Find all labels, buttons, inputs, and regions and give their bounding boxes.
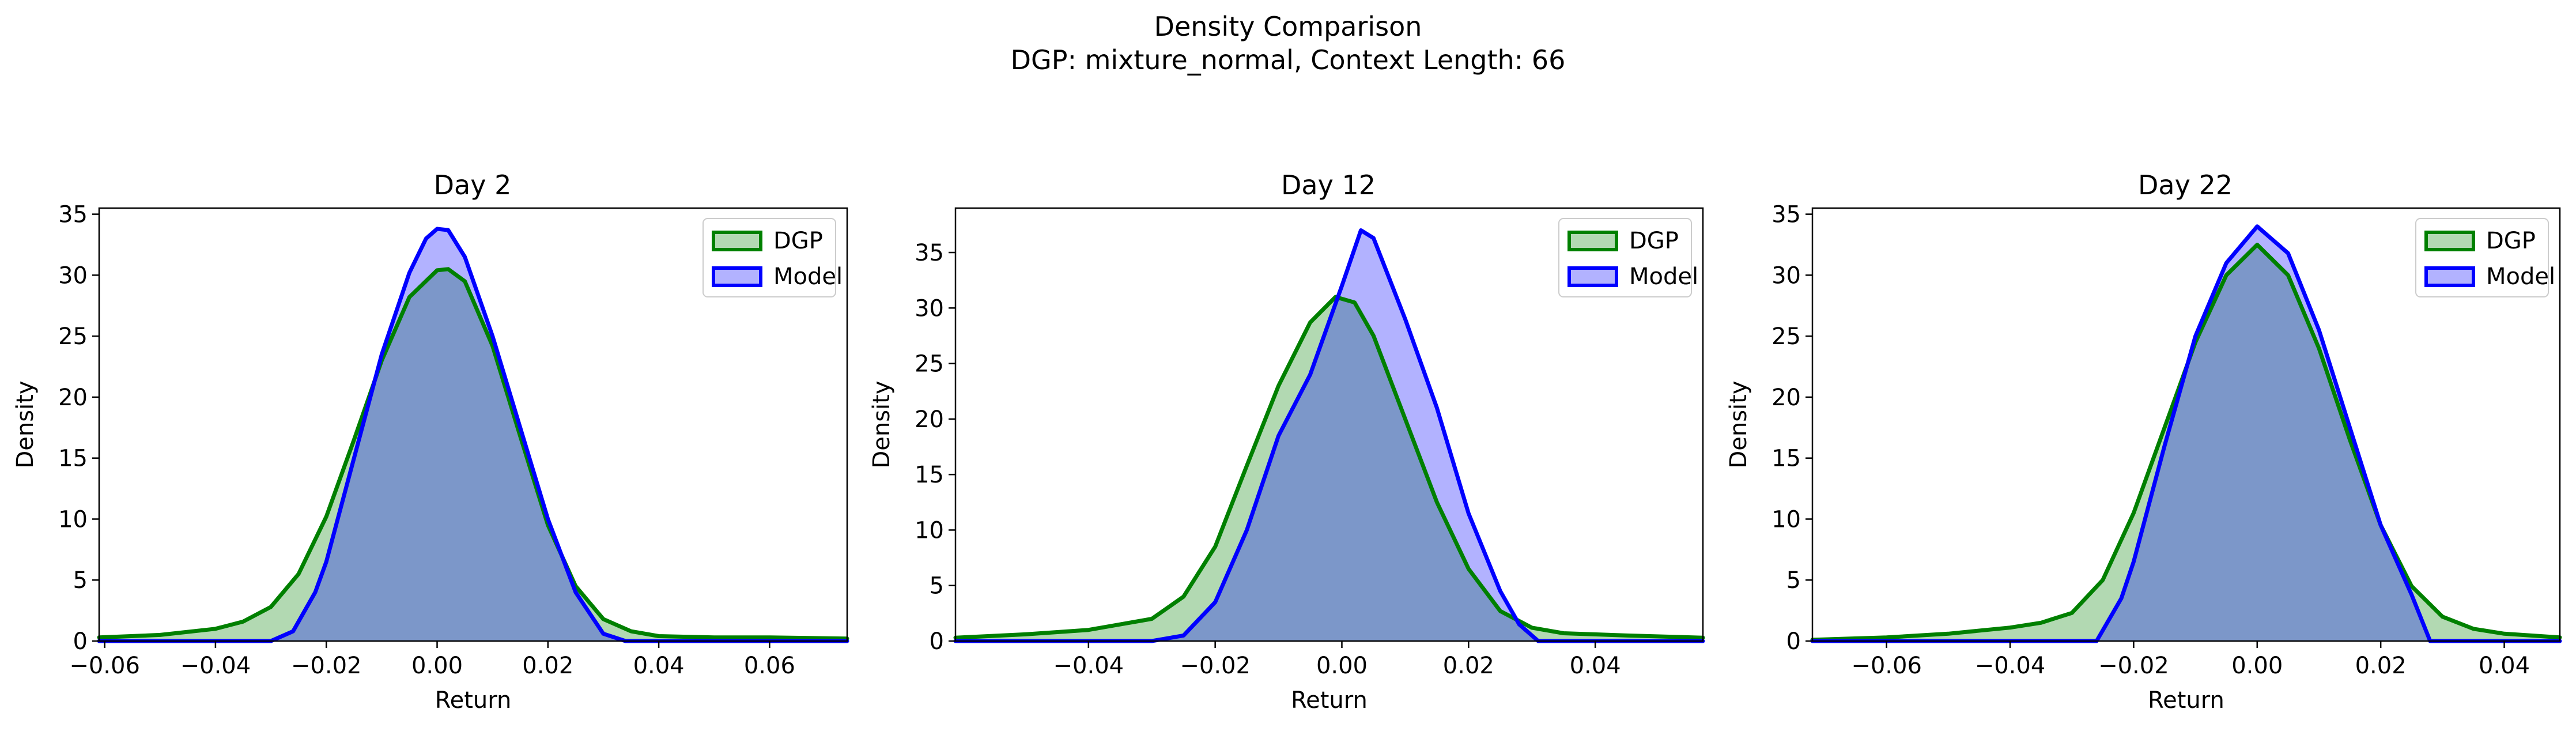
x-tick-label: −0.02 <box>291 653 362 679</box>
subplot-day-22: Day 22 −0.06 −0.04 −0.02 0.00 0.02 0.04 0 5 10 15… <box>1725 169 2562 714</box>
y-tick-label: 20 <box>58 385 88 411</box>
x-tick-label: −0.06 <box>1851 653 1922 679</box>
series-area-dgp <box>1812 244 2560 641</box>
x-tick-label: 0.02 <box>522 653 573 679</box>
x-axis-label: Return <box>435 687 512 714</box>
legend-swatch-dgp <box>2424 231 2475 251</box>
y-tick-label: 30 <box>1772 262 1801 289</box>
y-tick-label: 25 <box>58 323 88 350</box>
legend-label-model: Model <box>2486 263 2555 290</box>
y-tick-label: 20 <box>1772 385 1801 411</box>
x-tick-label: −0.04 <box>1053 653 1124 679</box>
axes-frame <box>1811 207 2561 642</box>
series-line-model <box>953 228 1705 643</box>
y-tick-label: 0 <box>1786 628 1801 655</box>
subplot-title: Day 22 <box>2138 169 2233 201</box>
x-tick-label: −0.02 <box>2098 653 2169 679</box>
series-area-dgp <box>955 297 1703 641</box>
subplot-title: Day 12 <box>1281 169 1376 201</box>
x-tick-label: −0.04 <box>1975 653 2046 679</box>
x-tick-label: 0.04 <box>633 653 685 679</box>
legend-label-dgp: DGP <box>1629 228 1679 254</box>
y-tick-label: 0 <box>73 628 88 655</box>
legend-box <box>702 218 836 297</box>
y-axis-label: Density <box>868 380 895 468</box>
x-tick-label: 0.06 <box>744 653 795 679</box>
legend-swatch-model <box>1567 266 1618 287</box>
x-tick-label: 0.04 <box>1570 653 1621 679</box>
y-tick-label: 15 <box>58 446 88 472</box>
series-line-dgp <box>953 295 1705 640</box>
y-tick-label: 15 <box>1772 446 1801 472</box>
x-tick-label: 0.02 <box>2355 653 2407 679</box>
plot-area: −0.04 −0.02 0.00 0.02 0.04 0 5 10 15 20 25 30 35 Retu… <box>868 207 1705 714</box>
legend-swatch-dgp <box>1567 231 1618 251</box>
x-tick-label: −0.04 <box>180 653 251 679</box>
x-tick-label: −0.06 <box>69 653 140 679</box>
y-axis-label: Density <box>1725 380 1752 468</box>
y-tick-label: 30 <box>58 262 88 289</box>
axes-frame <box>98 207 848 642</box>
y-tick-label: 10 <box>1772 506 1801 533</box>
series-area-dgp <box>99 269 847 641</box>
x-axis-label: Return <box>2148 687 2224 714</box>
x-tick-label: 0.00 <box>411 653 463 679</box>
y-tick-label: 35 <box>1772 202 1801 228</box>
figure-subtitle: DGP: mixture_normal, Context Length: 66 <box>1011 44 1566 76</box>
y-tick-label: 15 <box>915 462 944 488</box>
y-tick-label: 0 <box>930 628 944 655</box>
figure-title: Density Comparison <box>1154 11 1422 42</box>
legend-label-dgp: DGP <box>2486 228 2536 254</box>
series-area-model <box>99 229 847 641</box>
series-area-model <box>955 230 1703 641</box>
plot-area: −0.06 −0.04 −0.02 0.00 0.02 0.04 0 5 10 15 20 25 30 3… <box>1725 202 2562 714</box>
x-tick-label: 0.04 <box>2479 653 2530 679</box>
y-tick-label: 30 <box>915 295 944 322</box>
y-tick-label: 20 <box>915 406 944 433</box>
x-tick-label: 0.00 <box>2231 653 2283 679</box>
y-tick-label: 35 <box>915 240 944 266</box>
legend-box <box>2415 218 2549 297</box>
legend-swatch-model <box>2424 266 2475 287</box>
subplot-day-2: Day 2 −0.06 −0.04 −0.02 0.00 0.02 0.04 0.06 0 5 1… <box>12 169 849 714</box>
plot-area: −0.06 −0.04 −0.02 0.00 0.02 0.04 0.06 0 5 10 15 20 2… <box>12 202 849 714</box>
legend-swatch-model <box>712 266 762 287</box>
y-tick-label: 5 <box>73 567 88 594</box>
series-line-dgp <box>1810 243 2562 642</box>
x-tick-label: 0.00 <box>1316 653 1368 679</box>
y-axis-label: Density <box>12 380 39 468</box>
legend-label-dgp: DGP <box>773 228 823 254</box>
legend-box <box>1558 218 1692 297</box>
y-tick-label: 10 <box>915 517 944 544</box>
x-axis-label: Return <box>1291 687 1368 714</box>
subplot-day-12: Day 12 −0.04 −0.02 0.00 0.02 0.04 0 5 10 15 20 25 3… <box>868 169 1705 714</box>
series-line-model <box>97 227 849 643</box>
series-line-dgp <box>97 267 849 641</box>
legend-label-model: Model <box>1629 263 1698 290</box>
y-tick-label: 25 <box>1772 323 1801 350</box>
y-tick-label: 35 <box>58 202 88 228</box>
series-line-model <box>1810 224 2562 643</box>
legend-swatch-dgp <box>712 231 762 251</box>
y-tick-label: 5 <box>1786 567 1801 594</box>
y-tick-label: 5 <box>930 573 944 600</box>
y-tick-label: 25 <box>915 351 944 378</box>
y-tick-label: 10 <box>58 506 88 533</box>
series-area-model <box>1812 226 2560 641</box>
subplot-title: Day 2 <box>434 169 512 201</box>
x-tick-label: 0.02 <box>1443 653 1494 679</box>
x-tick-label: −0.02 <box>1180 653 1251 679</box>
legend-label-model: Model <box>773 263 843 290</box>
axes-frame <box>954 207 1704 642</box>
